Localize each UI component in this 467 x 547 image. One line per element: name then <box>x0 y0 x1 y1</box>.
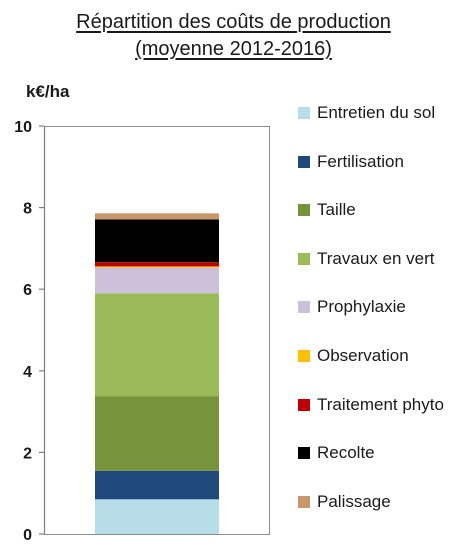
legend-label: Entretien du sol <box>317 103 436 122</box>
bar-segment-observation <box>95 266 219 268</box>
bar-segment-fertilisation <box>95 470 219 500</box>
bar-segment-palissage <box>95 213 219 220</box>
y-tick-label: 6 <box>23 282 32 299</box>
chart-subtitle: (moyenne 2012-2016) <box>135 38 332 60</box>
legend-item: Travaux en vert <box>298 248 434 270</box>
legend-label: Travaux en vert <box>317 248 435 268</box>
legend-item: Prophylaxie <box>298 296 406 318</box>
chart-title: Répartition des coûts de production <box>76 11 391 33</box>
y-axis-unit-label: k€/ha <box>26 82 70 101</box>
legend-item: Observation <box>298 345 409 367</box>
legend-label: Prophylaxie <box>317 297 406 317</box>
legend-swatch <box>298 495 310 508</box>
legend-swatch <box>298 350 310 362</box>
bar-segment-taille <box>95 396 219 471</box>
y-tick-label: 8 <box>23 201 32 218</box>
legend-label: Palissage <box>317 491 391 511</box>
legend-label: Traitement phyto <box>317 394 444 414</box>
bar-segment-prophylaxie <box>95 267 219 294</box>
legend-item: Recolte <box>298 442 375 464</box>
legend-item: Traitement phyto <box>298 394 444 416</box>
y-tick-label: 0 <box>23 527 32 544</box>
y-tick-label: 10 <box>14 119 32 136</box>
legend-item: Entretien du sol <box>298 102 435 124</box>
bar-segment-travaux-en-vert <box>95 293 219 397</box>
legend-swatch <box>298 107 310 119</box>
y-tick-label: 4 <box>23 364 32 381</box>
legend-label: Taille <box>317 200 356 220</box>
legend-swatch <box>298 252 310 265</box>
legend-item: Taille <box>298 199 356 221</box>
legend-label: Fertilisation <box>317 151 404 171</box>
y-tick-label: 2 <box>23 445 32 462</box>
legend-swatch <box>298 204 310 217</box>
legend-label: Recolte <box>317 443 375 463</box>
legend-swatch <box>298 447 310 460</box>
bar-segment-traitement-phyto <box>95 262 219 267</box>
legend-item: Fertilisation <box>298 151 404 173</box>
legend-label: Observation <box>317 346 409 365</box>
legend-swatch <box>298 301 310 314</box>
bar-segment-recolte <box>95 219 219 263</box>
bar-segment-entretien-du-sol <box>95 499 219 534</box>
legend-swatch <box>298 155 310 168</box>
legend-swatch <box>298 398 310 411</box>
legend-item: Palissage <box>298 491 391 513</box>
